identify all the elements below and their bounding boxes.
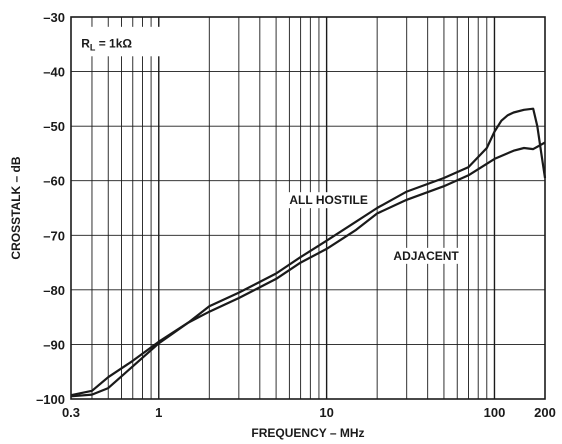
condition-rest: = 1kΩ [95,37,132,51]
x-tick-label: 1 [155,405,162,420]
condition-box [75,26,176,57]
series-line-adjacent [70,141,546,398]
annotation-background [286,192,371,209]
y-tick-label: –100 [36,392,65,407]
condition-label: RL = 1kΩ [81,37,132,53]
x-tick-label: 0.3 [62,405,80,420]
x-tick-label: 100 [484,405,506,420]
tick-labels: –100 –90 –80 –70 –60 –50 –40 –30 0.3 1 10 100 200 [36,10,556,420]
y-tick-label: –60 [43,174,65,189]
x-tick-label: 10 [319,405,333,420]
y-tick-label: –80 [43,283,65,298]
annotation-label: ALL HOSTILE [289,193,367,207]
annotation-background [390,247,463,264]
plot-frame [70,16,546,400]
condition-main: R [81,37,90,51]
y-tick-label: –90 [43,337,65,352]
y-tick-label: –70 [43,228,65,243]
y-tick-label: –30 [43,10,65,25]
annotations: ALL HOSTILE ADJACENT [286,192,463,264]
x-axis-label: FREQUENCY – MHz [251,426,364,440]
annotation-label: ADJACENT [393,249,459,263]
y-tick-label: –40 [43,65,65,80]
y-tick-label: –50 [43,119,65,134]
x-tick-label: 200 [534,405,556,420]
y-axis-label: CROSSTALK – dB [9,156,23,259]
data-series [70,107,547,398]
condition-subscript: L [90,43,96,53]
